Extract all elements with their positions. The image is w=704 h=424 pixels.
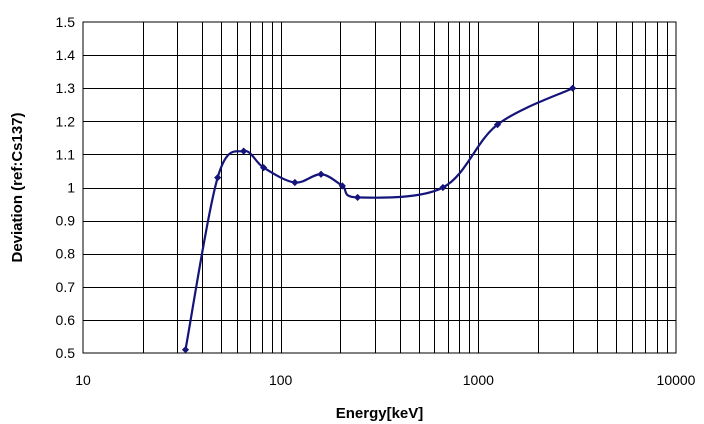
y-tick-label: 0.7 [56, 279, 76, 295]
y-tick-label: 1 [67, 180, 75, 196]
data-point-marker [291, 178, 299, 187]
data-point-marker [260, 164, 268, 172]
data-point-marker [493, 121, 502, 129]
y-tick-label: 1.2 [56, 113, 76, 129]
data-point-marker [240, 147, 248, 155]
data-point-marker [439, 183, 447, 192]
x-tick-label: 1000 [463, 372, 494, 388]
data-point-marker [181, 346, 190, 354]
x-tick-label: 100 [269, 372, 293, 388]
y-axis-title: Deviation (ref:Cs137) [9, 112, 26, 262]
plot-area-frame [82, 21, 677, 354]
data-point-marker [214, 173, 222, 182]
series-line [184, 87, 574, 350]
y-tick-label: 0.8 [56, 246, 76, 262]
x-axis-title: Energy[keV] [336, 405, 424, 422]
series-group [181, 84, 577, 354]
y-tick-label: 1.1 [56, 146, 76, 162]
data-point-marker [353, 193, 362, 202]
y-tick-label: 1.3 [56, 80, 76, 96]
y-tick-label: 1.5 [56, 14, 76, 30]
y-tick-label: 0.6 [56, 312, 76, 328]
data-point-marker [569, 84, 577, 92]
tick-labels: 0.5 0.6 0.7 0.8 0.9 1 1.1 1.2 1.3 1.4 1.5 10 100 1000… [56, 14, 696, 388]
y-tick-label: 1.4 [56, 47, 76, 63]
data-point-marker [317, 170, 325, 178]
x-tick-label: 10 [75, 372, 91, 388]
y-tick-label: 0.5 [56, 345, 76, 361]
grid [83, 22, 676, 353]
x-tick-label: 10000 [657, 372, 696, 388]
y-tick-label: 0.9 [56, 213, 76, 229]
data-point-marker [338, 182, 346, 190]
